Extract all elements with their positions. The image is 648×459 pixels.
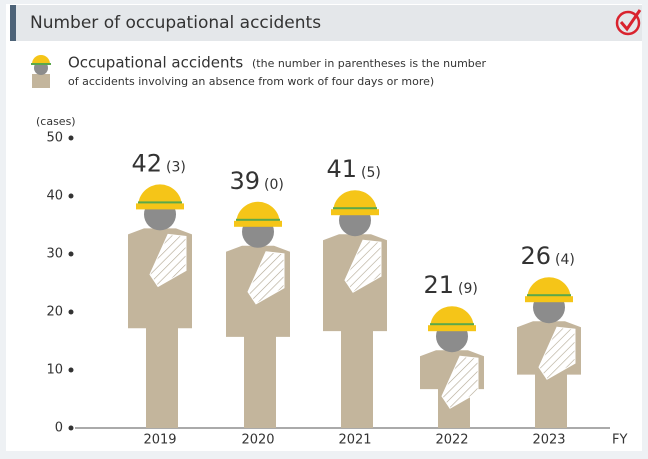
tick-mark: [69, 252, 74, 257]
helmet-brim: [234, 221, 282, 227]
tick-mark: [69, 136, 74, 141]
helmet-band: [333, 207, 377, 209]
value-label: 41: [326, 155, 357, 183]
x-tick-label: 2020: [241, 433, 274, 448]
header-accent: [10, 5, 16, 41]
value-label: 39: [229, 167, 260, 195]
absence-label: (0): [264, 177, 284, 193]
y-tick-label: 50: [46, 131, 63, 146]
x-tick-label: 2022: [435, 433, 468, 448]
absence-label: (3): [166, 159, 186, 175]
y-tick-label: 10: [46, 363, 63, 378]
y-tick-label: 40: [46, 189, 63, 204]
absence-label: (4): [555, 252, 575, 268]
helmet-brim: [136, 203, 184, 209]
note: (the number in parentheses is the number: [252, 57, 487, 70]
chart: Number of occupational accidents Occupat…: [0, 0, 648, 455]
value-label: 26: [520, 242, 551, 270]
x-axis-label: FY: [612, 433, 627, 448]
tick-mark: [69, 426, 74, 431]
x-tick-label: 2023: [532, 433, 565, 448]
helmet-band: [430, 323, 474, 325]
value-label: 42: [131, 149, 162, 177]
value-label: 21: [423, 271, 454, 299]
chart-title: Number of occupational accidents: [30, 13, 321, 33]
y-tick-label: 30: [46, 247, 63, 262]
helmet-brim: [428, 325, 476, 331]
legend-label: Occupational accidents: [68, 54, 243, 72]
helmet-band: [236, 219, 280, 221]
note: of accidents involving an absence from w…: [68, 75, 434, 88]
tick-mark: [69, 194, 74, 199]
helmet-band: [527, 294, 571, 296]
x-tick-label: 2021: [338, 433, 371, 448]
absence-label: (9): [458, 281, 478, 297]
helmet-brim: [331, 209, 379, 215]
x-tick-label: 2019: [143, 433, 176, 448]
helmet-brim: [525, 296, 573, 302]
y-axis-label: (cases): [36, 115, 76, 128]
absence-label: (5): [361, 165, 381, 181]
y-tick-label: 0: [55, 421, 63, 436]
helmet-band: [138, 201, 182, 203]
tick-mark: [69, 310, 74, 315]
tick-mark: [69, 368, 74, 373]
y-tick-label: 20: [46, 305, 63, 320]
